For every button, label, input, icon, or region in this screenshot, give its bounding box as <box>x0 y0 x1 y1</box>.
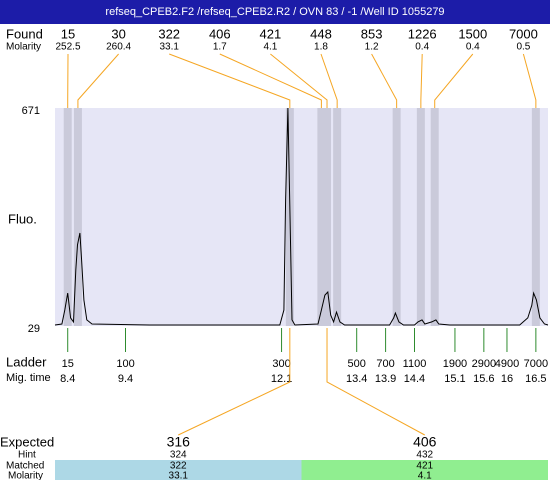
y-tick-label: 29 <box>28 323 40 335</box>
found-molarity: 0.5 <box>516 42 530 53</box>
ladder-time: 13.9 <box>375 373 396 385</box>
peak-band <box>63 108 72 326</box>
hint-value: 324 <box>170 450 187 461</box>
found-molarity: 260.4 <box>106 42 131 53</box>
found-molarity: 0.4 <box>466 42 480 53</box>
found-size: 406 <box>209 26 231 41</box>
found-connector <box>270 53 328 108</box>
matched-label: Matched <box>6 461 44 472</box>
ladder-time: 8.4 <box>60 373 75 385</box>
peak-band <box>416 108 425 326</box>
matched-value: 322 <box>170 461 187 472</box>
ladder-size: 300 <box>272 358 290 370</box>
found-size: 7000 <box>509 26 538 41</box>
peak-band <box>392 108 401 326</box>
ladder-size: 1100 <box>403 358 427 370</box>
peak-band <box>531 108 540 326</box>
found-connector <box>522 53 537 108</box>
ladder-time: 13.4 <box>346 373 367 385</box>
found-connector <box>420 53 423 108</box>
ladder-size: 2900 <box>472 358 496 370</box>
found-molarity: 252.5 <box>55 42 80 53</box>
found-connector <box>219 53 322 108</box>
mig-time-label: Mig. time <box>6 372 51 384</box>
hint-value: 432 <box>416 450 433 461</box>
ladder-size: 1900 <box>443 358 467 370</box>
found-size: 853 <box>361 26 383 41</box>
peak-band <box>323 108 332 326</box>
hint-label: Hint <box>18 450 36 461</box>
found-molarity: 0.4 <box>415 42 429 53</box>
found-size: 1500 <box>458 26 487 41</box>
header-bar <box>0 0 550 24</box>
ladder-size: 500 <box>348 358 366 370</box>
matched-molarity: 33.1 <box>169 471 189 480</box>
y-axis-label: Fluo. <box>8 211 37 226</box>
molarity-row-label: Molarity <box>8 471 43 480</box>
found-connector <box>371 53 398 108</box>
ladder-time: 12.1 <box>271 373 292 385</box>
ladder-time: 14.4 <box>404 373 425 385</box>
peak-band <box>73 108 82 326</box>
found-label: Found <box>6 26 43 41</box>
found-size: 15 <box>61 26 75 41</box>
expected-value: 406 <box>413 434 437 450</box>
molarity-label: Molarity <box>6 42 41 53</box>
header-title: refseq_CPEB2.F2 /refseq_CPEB2.R2 / OVN 8… <box>105 6 444 18</box>
found-connector <box>320 53 338 108</box>
found-molarity: 4.1 <box>263 42 277 53</box>
ladder-label: Ladder <box>6 354 47 369</box>
found-size: 322 <box>158 26 180 41</box>
found-size: 30 <box>111 26 125 41</box>
found-size: 1226 <box>408 26 437 41</box>
found-connector <box>77 53 119 108</box>
matched-molarity: 4.1 <box>418 471 432 480</box>
found-size: 448 <box>310 26 332 41</box>
expected-label: Expected <box>0 434 54 449</box>
found-connector <box>169 53 291 108</box>
found-molarity: 1.8 <box>314 42 328 53</box>
matched-background <box>55 460 302 480</box>
peak-band <box>333 108 342 326</box>
ladder-size: 7000 <box>524 358 548 370</box>
ladder-size: 4900 <box>495 358 519 370</box>
ladder-size: 700 <box>376 358 394 370</box>
found-molarity: 1.7 <box>213 42 227 53</box>
trace-line <box>54 107 549 326</box>
ladder-time: 16 <box>501 373 513 385</box>
matched-background <box>301 460 548 480</box>
ladder-time: 15.1 <box>444 373 465 385</box>
plot-area <box>55 108 548 326</box>
y-tick-label: 671 <box>22 105 40 117</box>
peak-band <box>430 108 439 326</box>
ladder-size: 100 <box>116 358 134 370</box>
matched-value: 421 <box>416 461 433 472</box>
match-connector <box>178 328 291 436</box>
found-molarity: 33.1 <box>159 42 179 53</box>
ladder-time: 9.4 <box>118 373 133 385</box>
expected-value: 316 <box>167 434 191 450</box>
ladder-time: 15.6 <box>473 373 494 385</box>
found-connector <box>434 53 474 108</box>
match-connector <box>326 328 425 436</box>
ladder-time: 16.5 <box>525 373 546 385</box>
found-size: 421 <box>260 26 282 41</box>
ladder-size: 15 <box>62 358 74 370</box>
peak-band <box>317 108 326 326</box>
found-molarity: 1.2 <box>365 42 379 53</box>
